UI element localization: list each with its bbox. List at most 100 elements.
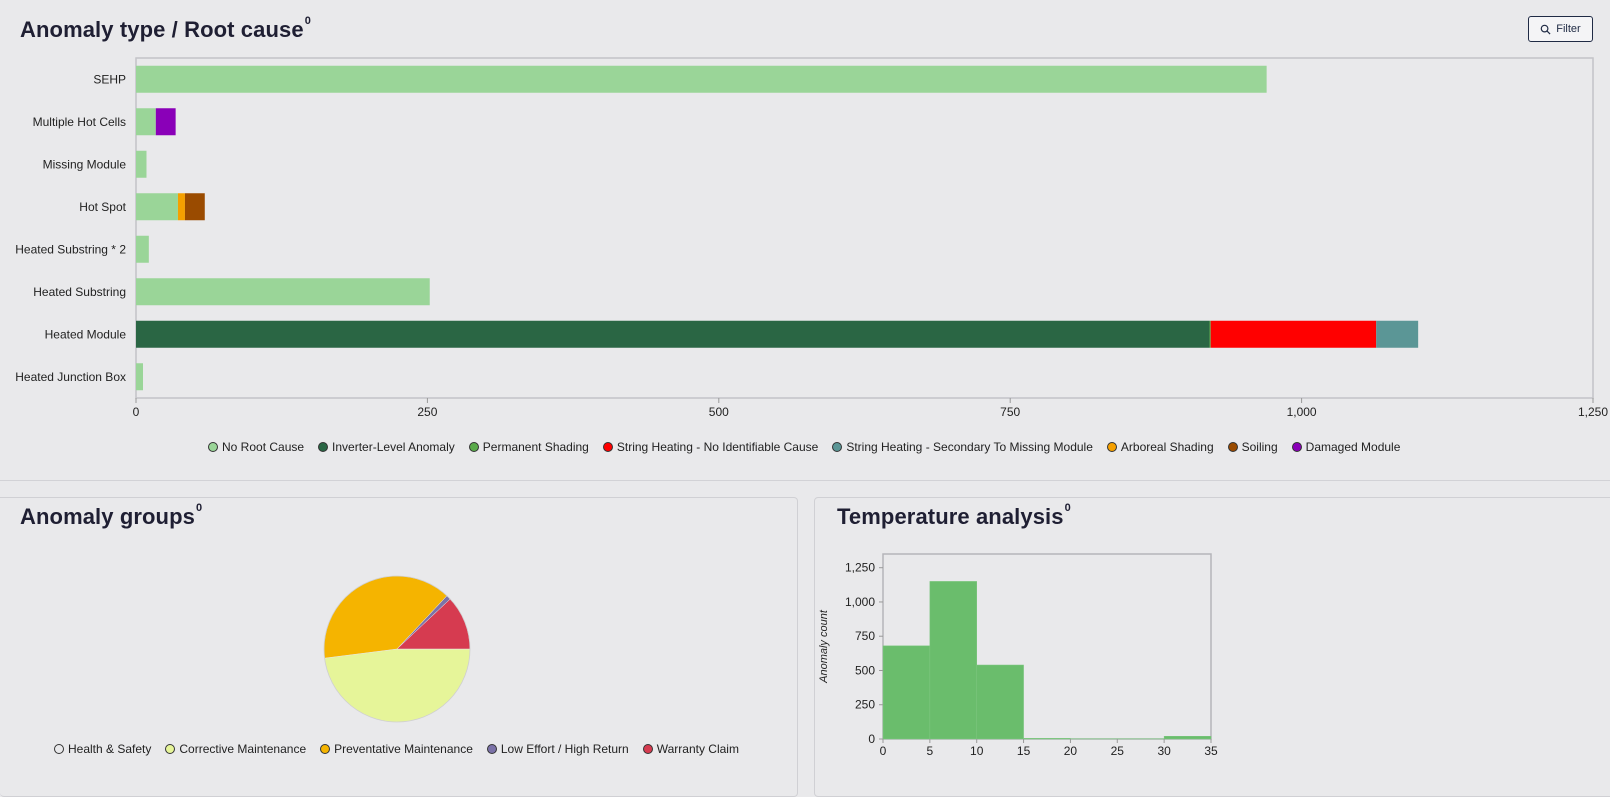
legend-label: Inverter-Level Anomaly xyxy=(332,440,455,454)
legend-label: Warranty Claim xyxy=(657,742,739,756)
legend-swatch xyxy=(1107,442,1117,452)
legend-swatch xyxy=(320,744,330,754)
legend-swatch xyxy=(208,442,218,452)
filter-button[interactable]: Filter xyxy=(1528,16,1593,42)
temperature-histogram: 0 250 500 750 1,000 1,250 0 5 10 15 20 25 30 35 Anomal… xyxy=(815,498,1315,782)
legend-swatch xyxy=(487,744,497,754)
x-tick-label: 750 xyxy=(1000,405,1020,419)
y-tick-label: 500 xyxy=(855,663,875,677)
root-cause-bar-chart: SEHP Multiple Hot Cells Missing Module Hot … xyxy=(0,50,1610,430)
legend-label: Damaged Module xyxy=(1306,440,1401,454)
legend-swatch xyxy=(1292,442,1302,452)
legend-label: String Heating - No Identifiable Cause xyxy=(617,440,818,454)
histogram-bar xyxy=(977,665,1024,739)
legend-label: Permanent Shading xyxy=(483,440,589,454)
x-tick-label: 25 xyxy=(1111,744,1125,758)
histogram-bar xyxy=(883,646,930,739)
x-tick-label: 1,250 xyxy=(1578,405,1608,419)
bar-heated-module-string-heating-secondary-to-missing-module xyxy=(1376,321,1418,348)
bar-sehp-no-root-cause xyxy=(136,66,1267,93)
legend-label: Corrective Maintenance xyxy=(179,742,306,756)
root-cause-legend: No Root Cause Inverter-Level Anomaly Perma… xyxy=(208,440,1414,454)
info-icon[interactable]: 0 xyxy=(305,15,311,27)
bar-missing-module-no-root-cause xyxy=(136,151,146,178)
legend-item-preventative-maintenance[interactable]: Preventative Maintenance xyxy=(320,742,473,756)
legend-swatch xyxy=(469,442,479,452)
legend-swatch xyxy=(643,744,653,754)
y-tick-label: Missing Module xyxy=(43,157,127,171)
x-tick-label: 0 xyxy=(880,744,887,758)
legend-swatch xyxy=(1228,442,1238,452)
x-tick-label: 250 xyxy=(417,405,437,419)
legend-swatch xyxy=(603,442,613,452)
legend-item-corrective-maintenance[interactable]: Corrective Maintenance xyxy=(165,742,306,756)
histogram-bar xyxy=(930,581,977,739)
legend-label: No Root Cause xyxy=(222,440,304,454)
y-tick-label: Heated Substring xyxy=(33,285,126,299)
anomaly-groups-title-text: Anomaly groups xyxy=(20,504,195,529)
y-axis-label: Anomaly count xyxy=(818,609,830,684)
legend-swatch xyxy=(165,744,175,754)
legend-item-low-effort-high-return[interactable]: Low Effort / High Return xyxy=(487,742,629,756)
bar-heated-module-permanent-shading xyxy=(1210,321,1211,348)
legend-item-soiling[interactable]: Soiling xyxy=(1228,440,1278,454)
x-tick-label: 10 xyxy=(970,744,984,758)
legend-label: Arboreal Shading xyxy=(1121,440,1214,454)
legend-item-string-heating-no-identifiable-cause[interactable]: String Heating - No Identifiable Cause xyxy=(603,440,818,454)
bar-hot-spot-arboreal-shading xyxy=(178,193,185,220)
legend-item-health-safety[interactable]: Health & Safety xyxy=(54,742,151,756)
search-icon xyxy=(1540,24,1551,35)
y-tick-label: Hot Spot xyxy=(79,200,126,214)
legend-label: Soiling xyxy=(1242,440,1278,454)
x-tick-label: 35 xyxy=(1204,744,1218,758)
y-tick-label: Multiple Hot Cells xyxy=(33,115,126,129)
y-tick-label: 250 xyxy=(855,698,875,712)
x-tick-label: 15 xyxy=(1017,744,1031,758)
bar-hot-spot-no-root-cause xyxy=(136,193,178,220)
anomaly-groups-card: Anomaly groups0 Health & Safety Correctiv… xyxy=(0,497,798,797)
bar-multiple-hot-cells-damaged-module xyxy=(156,108,176,135)
histogram-bar xyxy=(1024,738,1071,739)
bar-hot-spot-soiling xyxy=(185,193,205,220)
filter-button-label: Filter xyxy=(1556,23,1580,35)
legend-label: Health & Safety xyxy=(68,742,151,756)
legend-item-inverter-level-anomaly[interactable]: Inverter-Level Anomaly xyxy=(318,440,455,454)
legend-label: String Heating - Secondary To Missing Mo… xyxy=(846,440,1093,454)
y-tick-label: Heated Module xyxy=(45,327,127,341)
anomaly-groups-legend: Health & Safety Corrective Maintenance Pre… xyxy=(54,742,753,756)
y-tick-label: Heated Substring * 2 xyxy=(15,242,126,256)
legend-item-damaged-module[interactable]: Damaged Module xyxy=(1292,440,1401,454)
legend-swatch xyxy=(54,744,64,754)
legend-item-no-root-cause[interactable]: No Root Cause xyxy=(208,440,304,454)
legend-item-string-heating-secondary-to-missing-module[interactable]: String Heating - Secondary To Missing Mo… xyxy=(832,440,1093,454)
legend-label: Preventative Maintenance xyxy=(334,742,473,756)
legend-item-arboreal-shading[interactable]: Arboreal Shading xyxy=(1107,440,1214,454)
y-tick-label: 1,250 xyxy=(845,561,875,575)
bar-heated-junction-box-no-root-cause xyxy=(136,363,143,390)
anomaly-groups-title: Anomaly groups0 xyxy=(20,504,202,530)
bar-heated-substring-no-root-cause xyxy=(136,278,430,305)
x-tick-label: 500 xyxy=(709,405,729,419)
histogram-bar xyxy=(1164,736,1211,739)
legend-item-permanent-shading[interactable]: Permanent Shading xyxy=(469,440,589,454)
x-tick-label: 5 xyxy=(927,744,934,758)
y-tick-label: 1,000 xyxy=(845,595,875,609)
x-tick-label: 30 xyxy=(1157,744,1171,758)
legend-item-warranty-claim[interactable]: Warranty Claim xyxy=(643,742,739,756)
y-tick-label: SEHP xyxy=(93,72,126,86)
x-tick-label: 20 xyxy=(1064,744,1078,758)
legend-swatch xyxy=(832,442,842,452)
legend-swatch xyxy=(318,442,328,452)
bar-multiple-hot-cells-no-root-cause xyxy=(136,108,156,135)
info-icon[interactable]: 0 xyxy=(196,502,202,514)
y-tick-label: 0 xyxy=(868,732,875,746)
anomaly-type-title-text: Anomaly type / Root cause xyxy=(20,17,304,42)
bar-heated-module-inverter-level-anomaly xyxy=(136,321,1210,348)
y-tick-label: Heated Junction Box xyxy=(15,370,126,384)
x-tick-label: 0 xyxy=(133,405,140,419)
legend-label: Low Effort / High Return xyxy=(501,742,629,756)
bar-heated-module-string-heating-no-identifiable-cause xyxy=(1211,321,1377,348)
y-tick-label: 750 xyxy=(855,629,875,643)
